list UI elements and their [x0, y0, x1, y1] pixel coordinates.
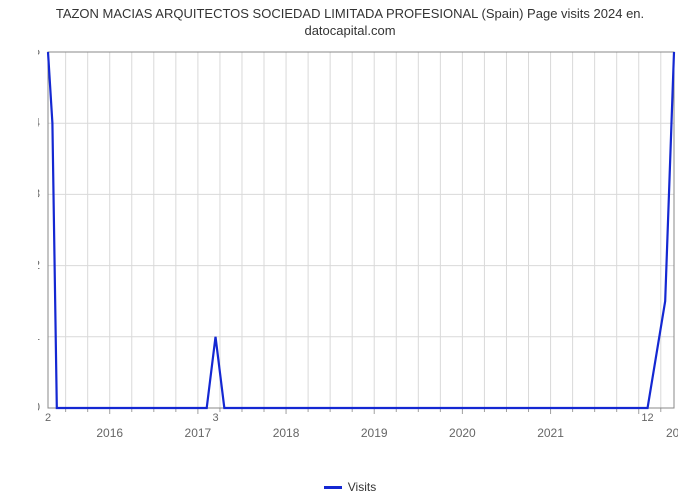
svg-text:2019: 2019	[361, 426, 388, 440]
chart-title: TAZON MACIAS ARQUITECTOS SOCIEDAD LIMITA…	[0, 0, 700, 40]
svg-text:4: 4	[38, 115, 40, 129]
svg-text:2021: 2021	[537, 426, 564, 440]
chart-legend: Visits	[0, 480, 700, 494]
svg-text:3: 3	[38, 187, 40, 201]
svg-text:1: 1	[38, 329, 40, 343]
svg-text:0: 0	[38, 400, 40, 414]
legend-label: Visits	[348, 480, 376, 494]
svg-text:2: 2	[45, 412, 51, 424]
svg-text:202: 202	[666, 426, 678, 440]
svg-text:2017: 2017	[185, 426, 212, 440]
svg-text:3: 3	[212, 412, 218, 424]
svg-text:2018: 2018	[273, 426, 300, 440]
svg-text:2: 2	[38, 258, 40, 272]
svg-text:12: 12	[641, 412, 653, 424]
svg-text:2016: 2016	[96, 426, 123, 440]
svg-text:2020: 2020	[449, 426, 476, 440]
title-line-2: datocapital.com	[304, 23, 395, 38]
chart-plot-area: 0123452016201720182019202020212312202	[38, 48, 678, 448]
title-line-1: TAZON MACIAS ARQUITECTOS SOCIEDAD LIMITA…	[56, 6, 644, 21]
svg-text:5: 5	[38, 48, 40, 58]
legend-swatch	[324, 486, 342, 489]
line-chart-svg: 0123452016201720182019202020212312202	[38, 48, 678, 448]
